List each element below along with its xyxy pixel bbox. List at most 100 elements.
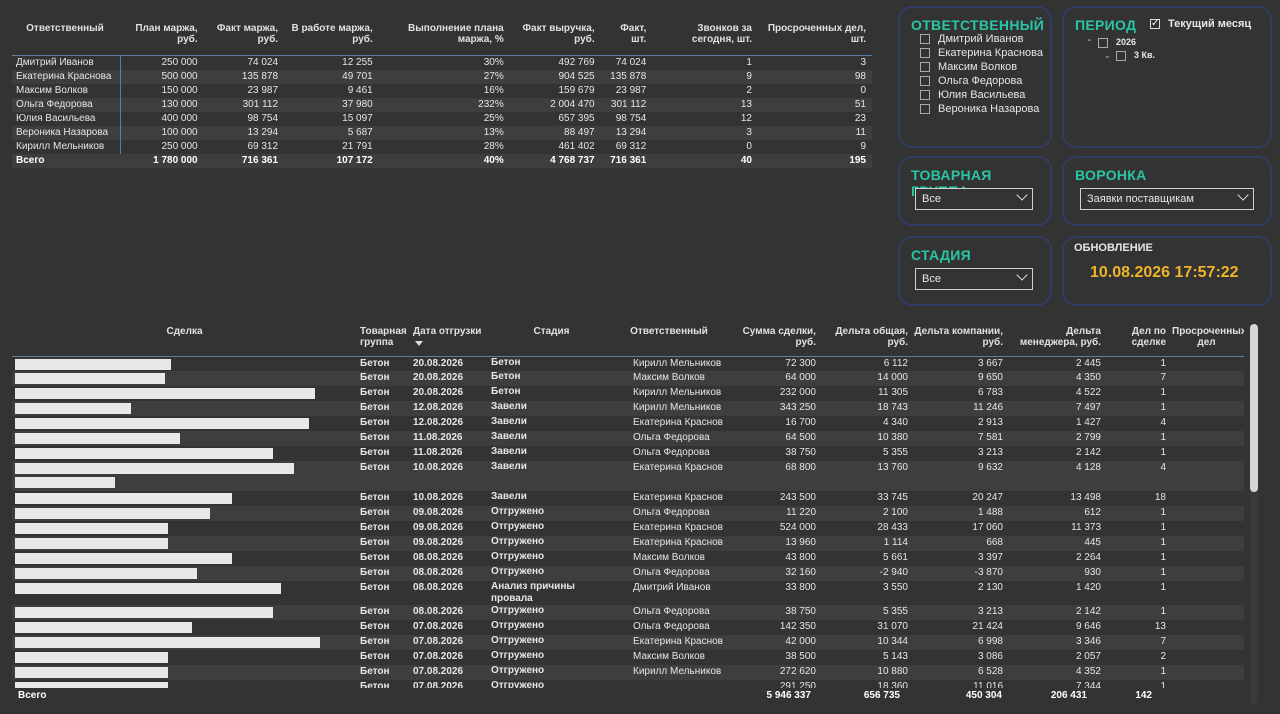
deals-col-header[interactable]: Ответственный (615, 322, 723, 357)
deal-row[interactable]: Бетон 08.08.2026 Отгружено Ольга Федорова 38… (12, 605, 1244, 620)
deal-row[interactable]: Бетон 09.08.2026 Отгружено Екатерина Красно… (12, 521, 1244, 536)
checkbox-icon[interactable] (920, 104, 930, 115)
stage-dropdown[interactable]: Все (915, 268, 1033, 290)
year-2026-node[interactable]: ⌃ 2026 (1086, 35, 1136, 49)
checkbox-icon[interactable] (920, 76, 930, 87)
stage-cell: Завели (488, 431, 615, 446)
responsible-option[interactable]: Екатерина Краснова (920, 46, 1043, 60)
deal-row[interactable]: Бетон 10.08.2026 Завели Екатерина Краснова 6… (12, 461, 1244, 491)
deals-col-header[interactable]: Товарная группа (357, 322, 410, 357)
sort-descending-icon[interactable] (415, 341, 423, 346)
deal-name-cell[interactable] (12, 635, 357, 650)
collapse-chevron-icon[interactable]: ⌃ (1086, 38, 1093, 47)
deal-name-cell[interactable] (12, 506, 357, 521)
summary-row[interactable]: Кирилл Мельников 250 000 69 312 21 791 28% 46… (12, 140, 872, 154)
summary-col-header[interactable]: Факт маржа, руб. (216, 23, 279, 45)
deal-name-cell[interactable] (12, 605, 357, 620)
deal-row[interactable]: Бетон 07.08.2026 Отгружено Максим Волков 38 … (12, 650, 1244, 665)
funnel-dropdown[interactable]: Заявки поставщикам (1080, 188, 1254, 210)
deal-name-cell[interactable] (12, 401, 357, 416)
deal-name-cell[interactable] (12, 416, 357, 431)
summary-row[interactable]: Ольга Федорова 130 000 301 112 37 980 232% 2 … (12, 98, 872, 112)
summary-row[interactable]: Юлия Васильева 400 000 98 754 15 097 25% 657 … (12, 112, 872, 126)
deal-name-cell[interactable] (12, 680, 357, 695)
checkbox-icon[interactable] (1098, 37, 1108, 48)
summary-col-header[interactable]: Факт выручка, руб. (522, 23, 595, 45)
summary-row[interactable]: Максим Волков 150 000 23 987 9 461 16% 159 67… (12, 84, 872, 98)
summary-col-header[interactable]: План маржа, руб. (135, 23, 198, 45)
deal-name-cell[interactable] (12, 620, 357, 635)
checkbox-checked-icon[interactable] (1150, 17, 1160, 31)
summary-col-header[interactable]: Ответственный (26, 23, 104, 34)
deals-col-header[interactable]: Сумма сделки, руб. (723, 322, 819, 357)
deal-name-cell[interactable] (12, 536, 357, 551)
deal-row[interactable]: Бетон 08.08.2026 Анализ причины провала Дми… (12, 581, 1244, 605)
deals-col-header[interactable]: Дата отгрузки (410, 322, 488, 357)
deal-name-cell[interactable] (12, 431, 357, 446)
deal-row[interactable]: Бетон 07.08.2026 Отгружено 291 250 18 360 11 … (12, 680, 1244, 695)
checkbox-icon[interactable] (920, 90, 930, 101)
deal-row[interactable]: Бетон 07.08.2026 Отгружено Екатерина Красно… (12, 635, 1244, 650)
deal-name-cell[interactable] (12, 665, 357, 680)
deal-name-cell[interactable] (12, 371, 357, 386)
responsible-option[interactable]: Юлия Васильева (920, 88, 1043, 102)
deal-name-cell[interactable] (12, 551, 357, 566)
deal-name-cell[interactable] (12, 461, 357, 491)
deal-row[interactable]: Бетон 11.08.2026 Завели Ольга Федорова 38 75… (12, 446, 1244, 461)
deals-table-container[interactable]: Сделка Товарная группа Дата отгрузки Стадия… (12, 322, 1244, 708)
summary-col-header[interactable]: Просроченных дел, шт. (767, 23, 866, 45)
checkbox-icon[interactable] (920, 34, 930, 45)
summary-col-header[interactable]: Выполнение плана маржа, % (408, 23, 504, 45)
responsible-option[interactable]: Вероника Назарова (920, 102, 1043, 116)
deal-row[interactable]: Бетон 07.08.2026 Отгружено Ольга Федорова 14… (12, 620, 1244, 635)
deal-name-cell[interactable] (12, 581, 357, 605)
deal-name-cell[interactable] (12, 356, 357, 371)
vertical-scrollbar[interactable] (1250, 324, 1258, 704)
delta-manager-cell: 2 445 (1075, 357, 1101, 369)
deal-row[interactable]: Бетон 20.08.2026 Бетон Кирилл Мельников 232 … (12, 386, 1244, 401)
product-group-dropdown[interactable]: Все (915, 188, 1033, 210)
deals-col-header[interactable]: Сделка (12, 322, 357, 357)
checkbox-icon[interactable] (1116, 50, 1126, 61)
deal-row[interactable]: Бетон 11.08.2026 Завели Ольга Федорова 64 50… (12, 431, 1244, 446)
checkbox-icon[interactable] (920, 48, 930, 59)
deal-name-cell[interactable] (12, 386, 357, 401)
deals-col-header[interactable]: Стадия (488, 322, 615, 357)
deals-col-header[interactable]: Просроченных дел (1169, 322, 1244, 357)
deal-row[interactable]: Бетон 08.08.2026 Отгружено Ольга Федорова 32… (12, 566, 1244, 581)
checkbox-icon[interactable] (920, 62, 930, 73)
deals-col-header[interactable]: Дельта менеджера, руб. (1006, 322, 1104, 357)
deal-name-cell[interactable] (12, 566, 357, 581)
summary-row[interactable]: Дмитрий Иванов 250 000 74 024 12 255 30% 492 … (12, 55, 872, 70)
current-month-option[interactable]: Текущий месяц (1150, 17, 1251, 31)
summary-cell: 11 (757, 126, 872, 140)
deal-name-cell[interactable] (12, 446, 357, 461)
summary-col-header[interactable]: В работе маржа, руб. (291, 23, 373, 45)
responsible-option[interactable]: Максим Волков (920, 60, 1043, 74)
scrollbar-thumb[interactable] (1250, 324, 1258, 492)
deal-row[interactable]: Бетон 20.08.2026 Бетон Максим Волков 64 000 1… (12, 371, 1244, 386)
deal-name-cell[interactable] (12, 650, 357, 665)
deal-name-cell[interactable] (12, 521, 357, 536)
deal-row[interactable]: Бетон 12.08.2026 Завели Екатерина Краснова 1… (12, 416, 1244, 431)
summary-row[interactable]: Екатерина Краснова 500 000 135 878 49 701 27… (12, 70, 872, 84)
summary-row[interactable]: Вероника Назарова 100 000 13 294 5 687 13% 88… (12, 126, 872, 140)
deal-row[interactable]: Бетон 09.08.2026 Отгружено Ольга Федорова 11… (12, 506, 1244, 521)
deal-row[interactable]: Бетон 10.08.2026 Завели Екатерина Краснова 2… (12, 491, 1244, 506)
quarter-3-node[interactable]: ⌄ 3 Кв. (1104, 48, 1155, 62)
summary-col-header[interactable]: Звонков за сегодня, шт. (691, 23, 752, 45)
deal-row[interactable]: Бетон 07.08.2026 Отгружено Кирилл Мельников… (12, 665, 1244, 680)
deal-name-cell[interactable] (12, 491, 357, 506)
deal-row[interactable]: Бетон 08.08.2026 Отгружено Максим Волков 43 … (12, 551, 1244, 566)
deals-col-header[interactable]: Дел по сделке (1104, 322, 1169, 357)
responsible-option[interactable]: Ольга Федорова (920, 74, 1043, 88)
expand-chevron-icon[interactable]: ⌄ (1104, 51, 1111, 60)
deal-row[interactable]: Бетон 09.08.2026 Отгружено Екатерина Красно… (12, 536, 1244, 551)
deals-col-header[interactable]: Дельта компании, руб. (911, 322, 1006, 357)
deals-col-header[interactable]: Дельта общая, руб. (819, 322, 911, 357)
deal-row[interactable]: Бетон 12.08.2026 Завели Кирилл Мельников 343… (12, 401, 1244, 416)
summary-row-name: Максим Волков (12, 84, 121, 98)
responsible-option[interactable]: Дмитрий Иванов (920, 32, 1043, 46)
deal-row[interactable]: Бетон 20.08.2026 Бетон Кирилл Мельников 72 3… (12, 356, 1244, 371)
summary-col-header[interactable]: Факт, шт. (620, 23, 647, 45)
